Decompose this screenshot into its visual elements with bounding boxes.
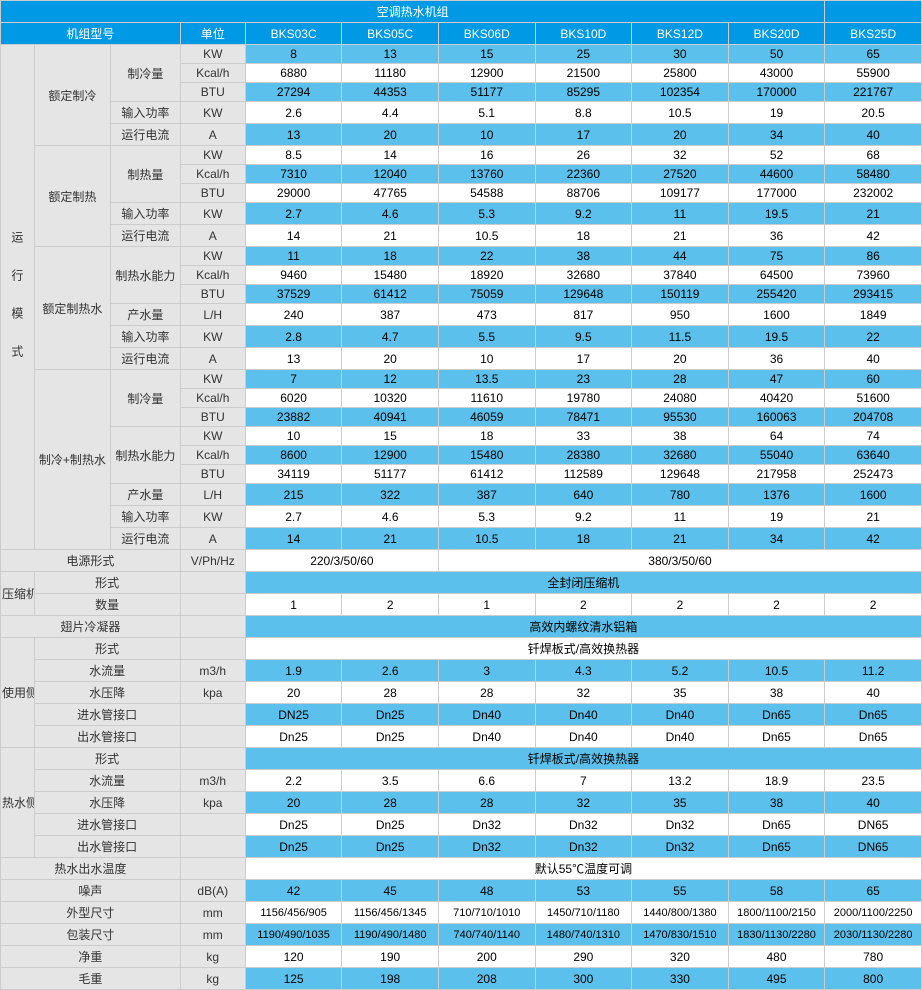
model-col: BKS25D	[825, 23, 922, 45]
power-form: 电源形式	[1, 550, 181, 572]
group-hotwater: 额定制热水	[34, 247, 110, 370]
compressor: 压缩机	[1, 572, 35, 616]
model-col: BKS20D	[728, 23, 825, 45]
hw-temp: 热水出水温度	[1, 858, 181, 880]
model-col: BKS06D	[438, 23, 535, 45]
title: 空调热水机组	[1, 1, 825, 23]
dims: 外型尺寸	[1, 902, 181, 924]
model-col: BKS03C	[245, 23, 342, 45]
model-col: BKS12D	[632, 23, 729, 45]
group-cooling: 额定制冷	[34, 45, 110, 146]
group-combo: 制冷+制热水	[34, 370, 110, 550]
group-heating: 额定制热	[34, 146, 110, 247]
sub-cool-cap: 制冷量	[111, 45, 181, 102]
net-weight: 净重	[1, 946, 181, 968]
unit-label: 单位	[180, 23, 245, 45]
use-exchanger: 使用侧换热器	[1, 638, 35, 748]
spec-table: 空调热水机组 机组型号 单位 BKS03C BKS05C BKS06D BKS1…	[0, 0, 922, 990]
noise: 噪声	[1, 880, 181, 902]
model-label: 机组型号	[1, 23, 181, 45]
model-col: BKS05C	[342, 23, 439, 45]
model-col: BKS10D	[535, 23, 632, 45]
gross-weight: 毛重	[1, 968, 181, 990]
run-mode: 运 行 模 式	[1, 45, 35, 550]
pack: 包装尺寸	[1, 924, 181, 946]
hot-exchanger: 热水侧换热器	[1, 748, 35, 858]
fin: 翅片冷凝器	[1, 616, 181, 638]
